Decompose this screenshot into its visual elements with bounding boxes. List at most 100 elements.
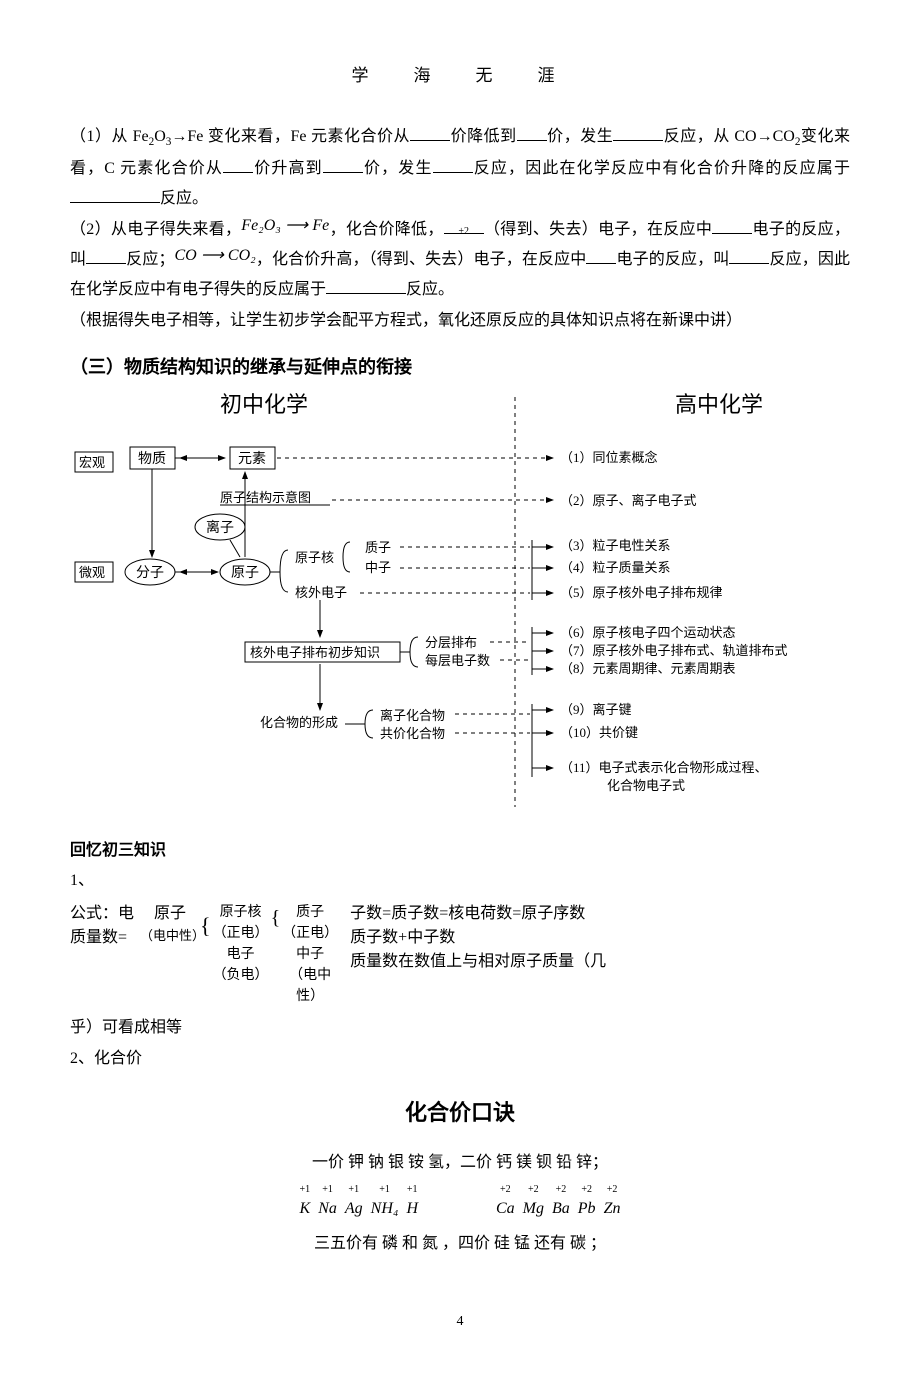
svg-text:共价化合物: 共价化合物	[380, 726, 445, 741]
blank	[433, 154, 473, 173]
q2-t9: 反应。	[406, 281, 454, 298]
q2-t1: （2）从电子得失来看，	[70, 221, 241, 238]
svg-text:离子化合物: 离子化合物	[380, 708, 445, 723]
blank	[712, 215, 752, 234]
zhongxing2: （电中性）	[280, 965, 340, 1007]
page-number: 4	[70, 1309, 850, 1336]
q1-t5: 反应，从 CO→CO	[663, 128, 795, 145]
page-header: 学 海 无 涯	[70, 60, 850, 92]
blank: +2	[444, 222, 484, 234]
blank	[613, 123, 663, 142]
zhizi: 质子	[280, 902, 340, 923]
svg-text:原子结构示意图: 原子结构示意图	[220, 490, 311, 505]
element: +2Ca	[496, 1182, 515, 1224]
blank	[86, 245, 126, 264]
q1-o: O	[154, 128, 166, 145]
svg-text:分层排布: 分层排布	[425, 635, 477, 650]
q1-t8: 价，发生	[363, 160, 433, 177]
dianzi: 电子	[211, 944, 271, 965]
blank	[223, 154, 253, 173]
svg-text:分子: 分子	[136, 565, 164, 581]
element: +1K	[300, 1182, 311, 1224]
zls: 质量数=	[70, 926, 140, 950]
svg-text:质子: 质子	[365, 540, 391, 555]
zhongzi: 中子	[280, 944, 340, 965]
svg-text:核外电子排布初步知识: 核外电子排布初步知识	[250, 645, 380, 660]
q2-fe: Fe₂O₃ ⟶ Fe	[241, 217, 329, 234]
q2-co: CO ⟶ CO₂	[175, 247, 256, 264]
fudian: （负电）	[211, 965, 271, 986]
svg-text:（10）共价键: （10）共价键	[560, 725, 638, 740]
zhongxing: （电中性）	[140, 926, 200, 946]
svg-text:化合物的形成: 化合物的形成	[260, 715, 338, 730]
atom-formula: 公式：电 质量数= 原子 （电中性） { 原子核 （正电） 电子 （负电） { …	[70, 902, 850, 1007]
right-title: 高中化学	[675, 392, 763, 417]
gs: 公式：电	[70, 902, 140, 926]
blank	[729, 245, 769, 264]
q1-text: （1）从 Fe	[70, 128, 149, 145]
q1-t7: 价升高到	[253, 160, 323, 177]
q2-t2: ，化合价降低，	[329, 221, 443, 238]
blank	[70, 185, 160, 204]
blank	[323, 154, 363, 173]
q1-t4: 价，发生	[547, 128, 614, 145]
eq1: 子数=质子数=核电荷数=原子序数	[350, 902, 850, 926]
q1-t3: 价降低到	[450, 128, 517, 145]
blank	[517, 123, 547, 142]
q1-t9: 反应，因此在化学反应中有化合价升降的反应属于	[473, 160, 850, 177]
q1-t2: →Fe 变化来看，Fe 元素化合价从	[171, 128, 410, 145]
element: +1NH₄	[371, 1182, 399, 1224]
zhengdian: （正电）	[211, 923, 271, 944]
blank	[410, 123, 450, 142]
element: +2Ba	[552, 1182, 570, 1224]
diagram-svg: 初中化学 高中化学 宏观 微观 物质 元素 分子 原子 离子 原子结构示意图 原…	[70, 392, 850, 812]
section-3-title: （三）物质结构知识的继承与延伸点的衔接	[70, 350, 850, 384]
recall-heading: 回忆初三知识	[70, 836, 850, 866]
hex: 原子核	[211, 902, 271, 923]
zhengdian2: （正电）	[280, 923, 340, 944]
q2-t6: ，化合价升高，（得到、失去）电子，在反应中	[256, 251, 587, 268]
q1-t10: 反应。	[160, 190, 208, 207]
svg-text:（4）粒子质量关系: （4）粒子质量关系	[560, 560, 671, 575]
yuanzi: 原子	[140, 902, 200, 926]
structure-diagram: 初中化学 高中化学 宏观 微观 物质 元素 分子 原子 离子 原子结构示意图 原…	[70, 392, 850, 823]
element: +2Zn	[604, 1182, 621, 1224]
note: （根据得失电子相等，让学生初步学会配平方程式，氧化还原反应的具体知识点将在新课中…	[70, 306, 850, 336]
koujue-title: 化合价口诀	[70, 1092, 850, 1134]
left-title: 初中化学	[220, 392, 308, 417]
q2-t7: 电子的反应，叫	[616, 251, 729, 268]
eq3: 质量数在数值上与相对原子质量（几	[350, 950, 850, 974]
blank	[586, 245, 616, 264]
question-1: （1）从 Fe2O3→Fe 变化来看，Fe 元素化合价从价降低到价，发生反应，从…	[70, 122, 850, 214]
svg-text:（11）电子式表示化合物形成过程、: （11）电子式表示化合物形成过程、	[560, 760, 768, 775]
element: +1H	[406, 1182, 418, 1224]
svg-text:（5）原子核外电子排布规律: （5）原子核外电子排布规律	[560, 585, 723, 600]
svg-text:（8）元素周期律、元素周期表: （8）元素周期律、元素周期表	[560, 661, 736, 676]
item-2: 2、化合价	[70, 1044, 850, 1074]
svg-text:微观: 微观	[79, 565, 105, 580]
koujue-line-1: 一价 钾 钠 银 铵 氢，二价 钙 镁 钡 铅 锌；	[70, 1148, 850, 1178]
question-2: （2）从电子得失来看，Fe₂O₃ ⟶ Fe，化合价降低，+2（得到、失去）电子，…	[70, 215, 850, 306]
q2-t3: （得到、失去）电子，在反应中	[484, 221, 713, 238]
svg-text:（2）原子、离子电子式: （2）原子、离子电子式	[560, 493, 697, 508]
svg-text:原子核: 原子核	[295, 550, 334, 565]
svg-text:每层电子数: 每层电子数	[425, 653, 490, 668]
svg-text:（9）离子键: （9）离子键	[560, 702, 632, 717]
svg-text:（3）粒子电性关系: （3）粒子电性关系	[560, 538, 671, 553]
svg-text:（7）原子核外电子排布式、轨道排布式: （7）原子核外电子排布式、轨道排布式	[560, 643, 788, 658]
koujue-line-2: 三五价有 磷 和 氮 ，四价 硅 锰 还有 碳 ；	[70, 1229, 850, 1259]
svg-text:（6）原子核电子四个运动状态: （6）原子核电子四个运动状态	[560, 625, 736, 640]
item-1: 1、	[70, 866, 850, 896]
tail-1: 乎）可看成相等	[70, 1013, 850, 1043]
element: +1Ag	[345, 1182, 363, 1224]
elem-row-1: +1K +1Na +1Ag +1NH₄ +1H +2Ca +2Mg +2Ba +2Pb +2Zn	[70, 1182, 850, 1224]
svg-text:中子: 中子	[365, 560, 391, 575]
element: +2Pb	[578, 1182, 596, 1224]
svg-text:原子: 原子	[231, 565, 259, 581]
blank	[326, 276, 406, 295]
element: +1Na	[318, 1182, 337, 1224]
svg-text:宏观: 宏观	[79, 455, 105, 470]
svg-text:化合物电子式: 化合物电子式	[607, 778, 685, 793]
element: +2Mg	[523, 1182, 544, 1224]
svg-text:离子: 离子	[206, 519, 234, 536]
